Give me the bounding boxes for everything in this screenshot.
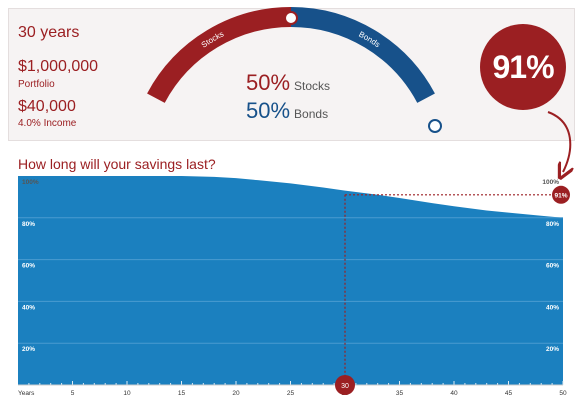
gauge-bonds-arc [290,7,435,104]
y-tick-label-right: 80% [546,221,559,228]
y-tick-label-right: 100% [542,179,559,186]
x-tick-label: 45 [505,390,513,397]
bonds-allocation: 50% Bonds [246,98,328,124]
gauge-allocation-handle[interactable] [284,11,298,25]
y-tick-label-right: 40% [546,304,559,311]
years-value: 30 years [18,24,80,41]
gauge-end-handle [428,119,442,133]
x-tick-label: 15 [178,390,186,397]
y-tick-label-right: 20% [546,346,559,353]
x-tick-label: 10 [123,390,131,397]
survival-area [18,176,563,385]
x-axis-label: Years [18,390,35,397]
pointer-arrow [547,111,570,172]
y-tick-label-left: 100% [22,179,39,186]
gauge-stocks-arc [147,7,292,104]
income-label: 4.0% Income [18,118,77,129]
portfolio-label: Portfolio [18,79,55,90]
bonds-text: Bonds [294,107,329,121]
x-tick-label: 40 [450,390,458,397]
year-slider-knob[interactable] [335,375,355,395]
bonds-pct: 50% [246,98,291,123]
x-tick-label: 25 [287,390,295,397]
stocks-text: Stocks [294,79,331,93]
y-tick-label-left: 20% [22,346,35,353]
income-value: $40,000 [18,98,76,115]
x-tick-label: 35 [396,390,404,397]
y-tick-label-right: 60% [546,263,559,270]
rate-marker-label: 91% [554,192,567,199]
stocks-allocation: 50% Stocks [246,70,330,96]
x-tick-label: 50 [559,390,567,397]
y-tick-label-left: 80% [22,221,35,228]
y-tick-label-left: 40% [22,304,35,311]
success-rate-badge: 91% [480,24,566,110]
y-tick-label-left: 60% [22,263,35,270]
portfolio-value: $1,000,000 [18,58,99,75]
year-slider-label: 30 [341,383,349,390]
x-tick-label: 5 [71,390,75,397]
rate-marker-badge [552,185,570,204]
allocation-gauge[interactable]: Stocks Bonds [0,0,584,160]
stocks-pct: 50% [246,70,291,95]
chart-question: How long will your savings last? [18,156,216,172]
x-tick-label: 20 [232,390,240,397]
